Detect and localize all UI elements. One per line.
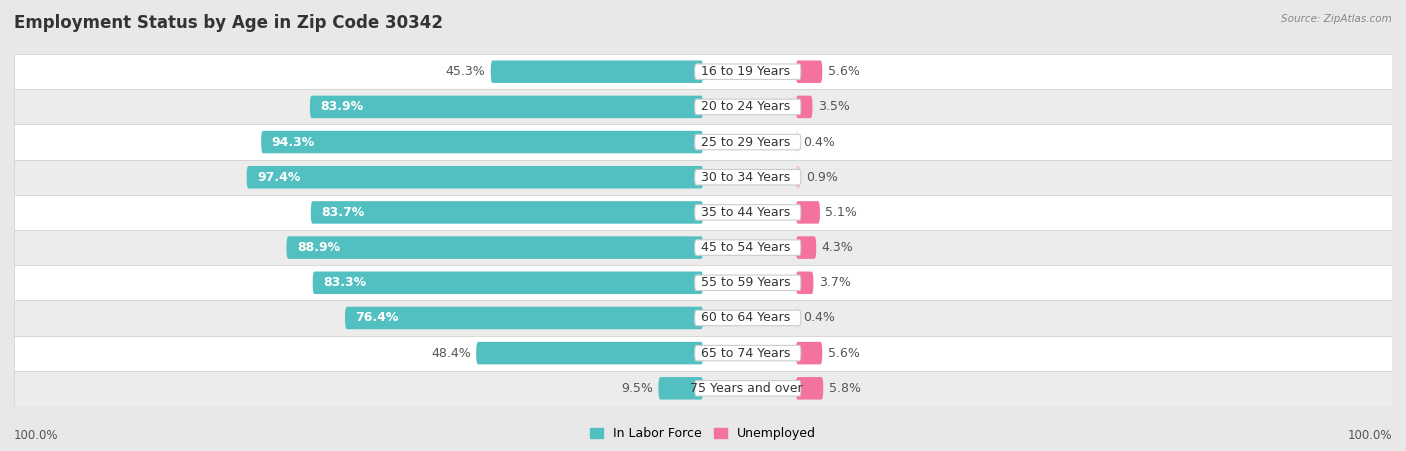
Text: 0.4%: 0.4% (803, 136, 835, 148)
FancyBboxPatch shape (14, 89, 1392, 124)
FancyBboxPatch shape (796, 60, 823, 83)
FancyBboxPatch shape (796, 236, 817, 259)
Text: 45.3%: 45.3% (446, 65, 485, 78)
Text: 35 to 44 Years: 35 to 44 Years (702, 206, 790, 219)
Text: 75 Years and over: 75 Years and over (690, 382, 803, 395)
Text: Employment Status by Age in Zip Code 30342: Employment Status by Age in Zip Code 303… (14, 14, 443, 32)
Text: 48.4%: 48.4% (432, 347, 471, 359)
Text: 3.5%: 3.5% (818, 101, 849, 113)
FancyBboxPatch shape (796, 342, 823, 364)
FancyBboxPatch shape (695, 205, 801, 220)
FancyBboxPatch shape (695, 345, 801, 361)
FancyBboxPatch shape (695, 134, 801, 150)
FancyBboxPatch shape (287, 236, 703, 259)
FancyBboxPatch shape (14, 54, 1392, 89)
FancyBboxPatch shape (796, 272, 814, 294)
Text: 5.8%: 5.8% (828, 382, 860, 395)
Text: 9.5%: 9.5% (621, 382, 652, 395)
FancyBboxPatch shape (14, 124, 1392, 160)
Text: 30 to 34 Years: 30 to 34 Years (702, 171, 790, 184)
Text: Source: ZipAtlas.com: Source: ZipAtlas.com (1281, 14, 1392, 23)
FancyBboxPatch shape (14, 265, 1392, 300)
Text: 76.4%: 76.4% (356, 312, 399, 324)
FancyBboxPatch shape (695, 381, 801, 396)
Text: 5.6%: 5.6% (828, 65, 859, 78)
FancyBboxPatch shape (796, 307, 799, 329)
Text: 100.0%: 100.0% (14, 429, 59, 442)
FancyBboxPatch shape (14, 195, 1392, 230)
FancyBboxPatch shape (695, 240, 801, 255)
Text: 83.9%: 83.9% (321, 101, 363, 113)
FancyBboxPatch shape (695, 64, 801, 79)
FancyBboxPatch shape (796, 166, 800, 189)
FancyBboxPatch shape (14, 300, 1392, 336)
FancyBboxPatch shape (695, 310, 801, 326)
Legend: In Labor Force, Unemployed: In Labor Force, Unemployed (591, 427, 815, 440)
Text: 20 to 24 Years: 20 to 24 Years (702, 101, 790, 113)
FancyBboxPatch shape (695, 99, 801, 115)
Text: 60 to 64 Years: 60 to 64 Years (702, 312, 790, 324)
Text: 97.4%: 97.4% (257, 171, 301, 184)
FancyBboxPatch shape (344, 307, 703, 329)
FancyBboxPatch shape (695, 275, 801, 290)
Text: 83.3%: 83.3% (323, 276, 366, 289)
Text: 0.9%: 0.9% (806, 171, 838, 184)
Text: 5.6%: 5.6% (828, 347, 859, 359)
Text: 0.4%: 0.4% (803, 312, 835, 324)
Text: 4.3%: 4.3% (821, 241, 853, 254)
Text: 88.9%: 88.9% (297, 241, 340, 254)
FancyBboxPatch shape (246, 166, 703, 189)
FancyBboxPatch shape (796, 201, 820, 224)
FancyBboxPatch shape (14, 160, 1392, 195)
FancyBboxPatch shape (658, 377, 703, 400)
FancyBboxPatch shape (796, 131, 799, 153)
Text: 45 to 54 Years: 45 to 54 Years (702, 241, 790, 254)
Text: 55 to 59 Years: 55 to 59 Years (702, 276, 790, 289)
FancyBboxPatch shape (695, 170, 801, 185)
Text: 83.7%: 83.7% (321, 206, 364, 219)
FancyBboxPatch shape (312, 272, 703, 294)
FancyBboxPatch shape (311, 201, 703, 224)
Text: 3.7%: 3.7% (818, 276, 851, 289)
Text: 65 to 74 Years: 65 to 74 Years (702, 347, 790, 359)
FancyBboxPatch shape (309, 96, 703, 118)
FancyBboxPatch shape (491, 60, 703, 83)
Text: 16 to 19 Years: 16 to 19 Years (702, 65, 790, 78)
Text: 100.0%: 100.0% (1347, 429, 1392, 442)
Text: 94.3%: 94.3% (271, 136, 315, 148)
FancyBboxPatch shape (14, 336, 1392, 371)
FancyBboxPatch shape (14, 371, 1392, 406)
FancyBboxPatch shape (14, 230, 1392, 265)
FancyBboxPatch shape (262, 131, 703, 153)
FancyBboxPatch shape (796, 96, 813, 118)
Text: 25 to 29 Years: 25 to 29 Years (702, 136, 790, 148)
FancyBboxPatch shape (477, 342, 703, 364)
FancyBboxPatch shape (796, 377, 824, 400)
Text: 5.1%: 5.1% (825, 206, 858, 219)
